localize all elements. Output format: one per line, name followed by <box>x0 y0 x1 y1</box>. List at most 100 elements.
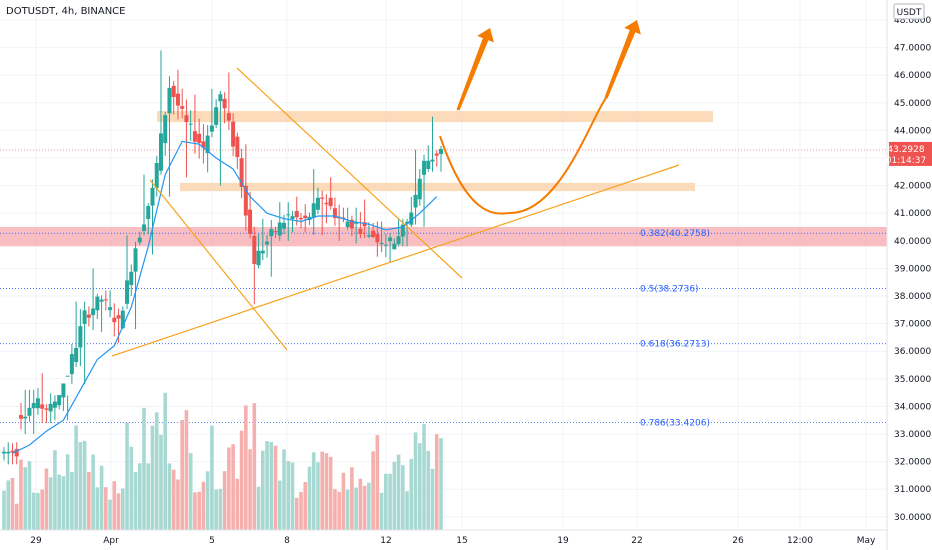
candle-body[interactable] <box>52 401 57 408</box>
candle-body[interactable] <box>409 212 414 225</box>
candle-body[interactable] <box>434 153 439 156</box>
candle-body[interactable] <box>392 243 397 250</box>
candle-body[interactable] <box>290 216 295 220</box>
candle-body[interactable] <box>201 141 206 148</box>
candle-body[interactable] <box>14 449 19 457</box>
candle-body[interactable] <box>31 402 36 409</box>
candle-body[interactable] <box>273 231 278 233</box>
candle-body[interactable] <box>439 149 443 154</box>
candle-body[interactable] <box>125 280 130 304</box>
up-arrow-right[interactable] <box>604 20 641 99</box>
candle-body[interactable] <box>40 404 45 409</box>
candle-body[interactable] <box>235 136 240 158</box>
candle-body[interactable] <box>422 160 427 175</box>
candles[interactable] <box>2 50 443 465</box>
candle-body[interactable] <box>315 197 320 210</box>
candle-body[interactable] <box>366 235 371 237</box>
candle-body[interactable] <box>197 133 202 143</box>
candle-body[interactable] <box>6 451 11 454</box>
drawings[interactable] <box>111 20 680 357</box>
candle-body[interactable] <box>430 159 435 162</box>
candle-body[interactable] <box>256 250 261 266</box>
candle-body[interactable] <box>99 299 104 302</box>
candle-body[interactable] <box>252 235 257 264</box>
candle-body[interactable] <box>209 125 214 132</box>
candle-body[interactable] <box>303 215 308 219</box>
candle-body[interactable] <box>188 123 193 125</box>
candle-body[interactable] <box>150 187 155 206</box>
candle-body[interactable] <box>362 222 367 227</box>
candle-body[interactable] <box>171 85 176 97</box>
candle-body[interactable] <box>192 131 197 142</box>
candle-body[interactable] <box>82 310 87 324</box>
candle-body[interactable] <box>163 115 168 144</box>
candle-body[interactable] <box>91 308 96 316</box>
candle-body[interactable] <box>218 94 223 102</box>
time-axis[interactable]: 29 Apr 5 8 12 15 19 22 26 12:00 May <box>0 529 887 546</box>
descending-trendline-lower[interactable] <box>149 179 288 351</box>
candle-body[interactable] <box>294 210 299 218</box>
candle-body[interactable] <box>2 451 6 454</box>
candle-body[interactable] <box>78 326 83 348</box>
candle-body[interactable] <box>214 107 219 125</box>
candle-body[interactable] <box>324 202 329 205</box>
candle-body[interactable] <box>44 408 49 410</box>
candle-body[interactable] <box>175 93 180 106</box>
candle-body[interactable] <box>154 162 159 189</box>
candle-body[interactable] <box>137 237 142 243</box>
projected-path[interactable] <box>439 97 607 215</box>
candle-body[interactable] <box>371 230 376 238</box>
candle-body[interactable] <box>417 178 422 200</box>
candle-body[interactable] <box>10 450 15 453</box>
candle-body[interactable] <box>167 87 172 114</box>
candle-body[interactable] <box>129 271 134 286</box>
candle-body[interactable] <box>269 229 274 237</box>
candle-body[interactable] <box>239 158 244 187</box>
candle-body[interactable] <box>184 115 189 123</box>
candle-body[interactable] <box>146 206 151 220</box>
candle-body[interactable] <box>23 416 28 419</box>
candle-body[interactable] <box>133 248 138 272</box>
candle-body[interactable] <box>69 354 74 375</box>
up-arrow-left[interactable] <box>456 28 495 111</box>
candle-body[interactable] <box>260 250 265 254</box>
candle-body[interactable] <box>142 224 147 231</box>
candle-body[interactable] <box>298 217 303 220</box>
candle-body[interactable] <box>426 160 431 169</box>
candle-body[interactable] <box>205 135 210 154</box>
candle-body[interactable] <box>243 185 248 216</box>
candle-body[interactable] <box>341 217 346 219</box>
candle-body[interactable] <box>65 375 70 377</box>
candle-body[interactable] <box>226 113 231 121</box>
candle-body[interactable] <box>231 121 236 147</box>
candle-body[interactable] <box>379 242 384 245</box>
candle-body[interactable] <box>116 315 121 319</box>
candle-body[interactable] <box>35 398 40 409</box>
candle-body[interactable] <box>282 222 287 229</box>
candle-body[interactable] <box>328 197 333 207</box>
candle-body[interactable] <box>277 222 282 236</box>
candle-body[interactable] <box>286 214 291 216</box>
candle-body[interactable] <box>74 347 79 363</box>
candle-body[interactable] <box>120 310 125 329</box>
candle-body[interactable] <box>332 208 337 218</box>
candle-body[interactable] <box>108 307 113 311</box>
candle-body[interactable] <box>61 383 66 398</box>
candle-body[interactable] <box>112 317 117 323</box>
candle-body[interactable] <box>86 314 91 318</box>
candle-body[interactable] <box>222 98 227 109</box>
candle-body[interactable] <box>396 236 401 245</box>
candle-body[interactable] <box>354 221 359 224</box>
candle-body[interactable] <box>388 237 393 242</box>
ascending-trendline[interactable] <box>111 164 680 357</box>
candle-body[interactable] <box>95 296 100 311</box>
candle-body[interactable] <box>103 299 108 301</box>
candle-body[interactable] <box>18 415 23 419</box>
candle-body[interactable] <box>57 395 62 406</box>
candle-body[interactable] <box>311 203 316 217</box>
candle-body[interactable] <box>383 244 388 246</box>
candle-body[interactable] <box>413 194 418 208</box>
candle-body[interactable] <box>375 233 380 243</box>
candle-body[interactable] <box>358 228 363 234</box>
